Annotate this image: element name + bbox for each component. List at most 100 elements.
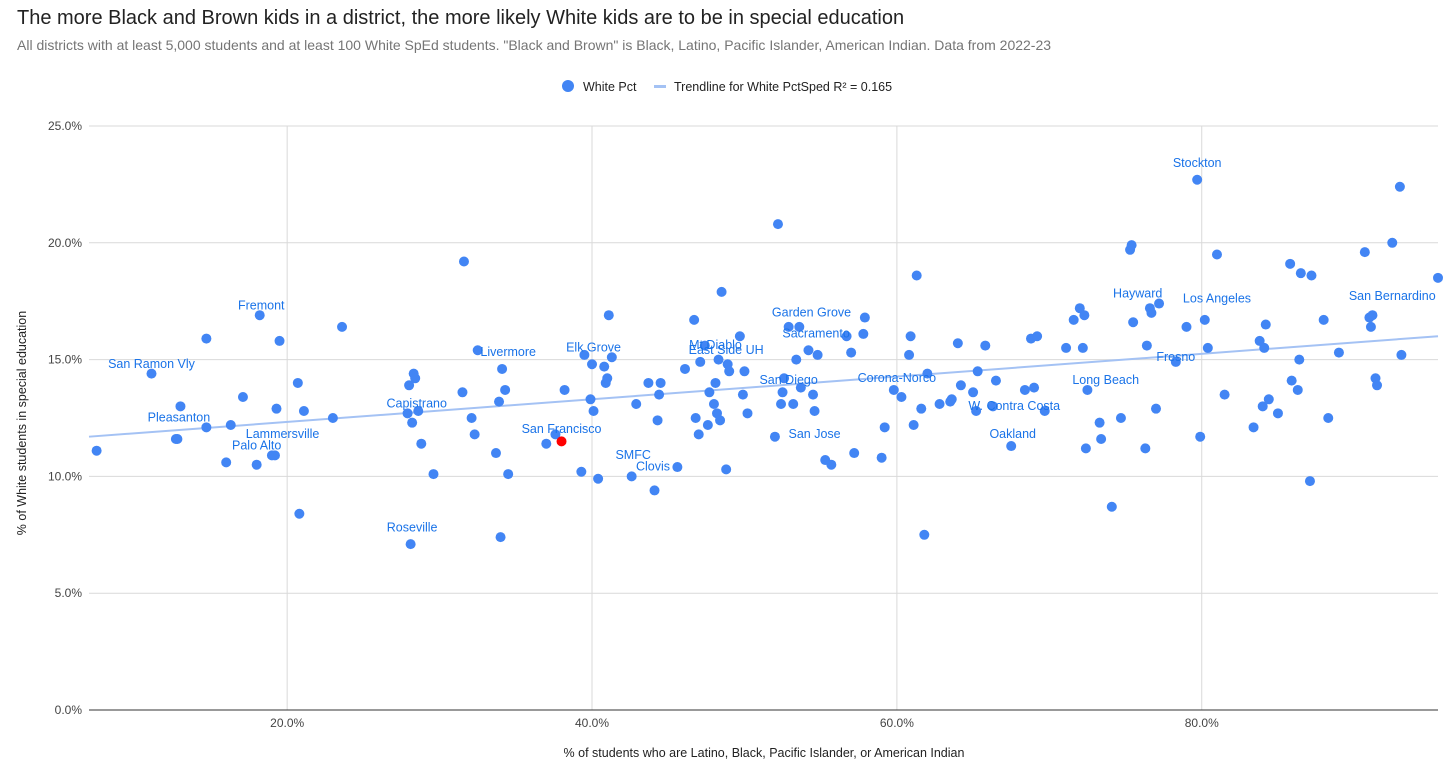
data-point (1032, 331, 1043, 342)
data-point (737, 389, 748, 400)
data-point (808, 389, 819, 400)
point-annotation: Capistrano (386, 396, 446, 410)
data-point (710, 377, 721, 388)
data-point (713, 354, 724, 365)
data-point (1029, 382, 1040, 393)
data-point (704, 387, 715, 398)
y-tick-label: 0.0% (55, 703, 83, 717)
data-point (879, 422, 890, 433)
data-point (772, 219, 783, 230)
data-point (1115, 413, 1126, 423)
gridlines (89, 125, 1438, 710)
data-point (201, 422, 212, 433)
point-annotation: Clovis (636, 460, 670, 474)
data-point (1170, 356, 1181, 367)
data-point (846, 347, 857, 358)
y-axis-label: % of White students in special education (15, 311, 29, 535)
data-point (1304, 476, 1315, 487)
data-point (1140, 443, 1151, 454)
data-point (1006, 441, 1017, 452)
data-point (146, 368, 157, 379)
data-point (919, 529, 930, 540)
data-point (407, 417, 418, 428)
data-point (971, 405, 982, 416)
data-point (911, 270, 922, 281)
data-point (458, 256, 469, 267)
data-point (1096, 434, 1107, 445)
point-annotation: Stockton (1173, 156, 1222, 170)
data-point (972, 366, 983, 377)
data-point (724, 366, 735, 377)
data-point (541, 438, 552, 449)
data-point (1285, 258, 1296, 269)
point-annotation: Fresno (1156, 350, 1195, 364)
point-annotation: Oakland (989, 427, 1036, 441)
data-point (225, 420, 236, 431)
data-point (769, 431, 780, 442)
data-point (649, 485, 660, 496)
data-point (908, 420, 919, 431)
data-point (1061, 342, 1072, 353)
highlight-point (556, 436, 567, 447)
data-point (631, 398, 642, 409)
data-point (946, 394, 957, 405)
data-point (1219, 389, 1230, 400)
data-point (1294, 354, 1305, 365)
data-point (1077, 342, 1088, 353)
data-point (550, 429, 561, 440)
data-point (327, 413, 338, 423)
data-point (859, 312, 870, 323)
point-annotation: Lammersville (246, 427, 320, 441)
data-point (1211, 249, 1222, 260)
data-point (405, 539, 416, 550)
data-point (739, 366, 750, 377)
data-point (779, 373, 790, 384)
point-annotation: San Francisco (522, 422, 602, 436)
data-point (221, 457, 232, 468)
data-point (896, 391, 907, 402)
axes-group: 0.0% 5.0% 10.0% 15.0% 20.0% 25.0% 20.0% 40.0% 60… (48, 119, 1438, 730)
data-point (1082, 384, 1093, 395)
data-point (1202, 342, 1213, 353)
x-tick-label: 40.0% (575, 716, 609, 730)
data-point (603, 310, 614, 321)
y-tick-label: 20.0% (48, 236, 82, 250)
data-point (888, 384, 899, 395)
data-point (643, 377, 654, 388)
data-point (402, 408, 413, 419)
y-tick-label: 25.0% (48, 119, 82, 133)
data-point (1192, 174, 1203, 185)
data-point (495, 532, 506, 543)
data-point (1181, 321, 1192, 332)
data-point (795, 382, 806, 393)
data-point (237, 391, 248, 402)
data-point (274, 335, 285, 346)
chart-title: The more Black and Brown kids in a distr… (17, 7, 905, 29)
data-point (952, 338, 963, 349)
data-point (1094, 417, 1105, 428)
data-point (416, 438, 427, 449)
data-point (1260, 319, 1271, 330)
point-annotation: San Ramon Vly (108, 357, 196, 371)
data-point (1286, 375, 1297, 386)
legend: White Pct Trendline for White PctSped R²… (562, 80, 892, 94)
data-point (1318, 314, 1329, 325)
data-point (503, 469, 514, 480)
data-point (721, 464, 732, 475)
chart-subtitle: All districts with at least 5,000 studen… (17, 37, 1052, 53)
data-point (826, 459, 837, 470)
legend-label-trendline: Trendline for White PctSped R² = 0.165 (674, 80, 892, 94)
data-point (990, 375, 1001, 386)
data-point (1079, 310, 1090, 321)
data-point (588, 405, 599, 416)
data-point (585, 394, 596, 405)
data-point (1257, 401, 1268, 412)
data-point (968, 387, 979, 398)
data-point (955, 380, 966, 391)
data-point (490, 448, 501, 459)
data-point (576, 466, 587, 477)
data-point (1126, 240, 1137, 251)
data-point (1359, 247, 1370, 258)
data-point (812, 349, 823, 360)
